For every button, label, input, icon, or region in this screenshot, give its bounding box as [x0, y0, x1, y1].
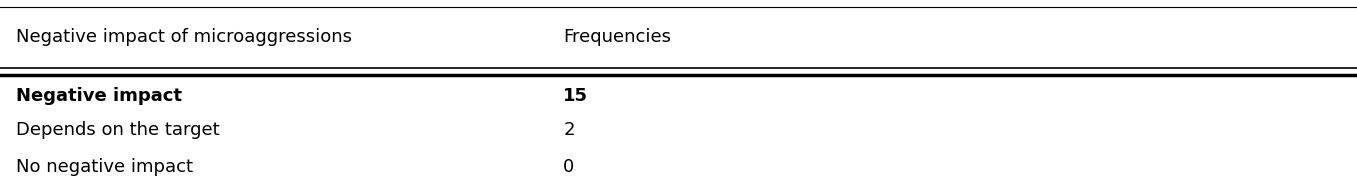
Text: Frequencies: Frequencies — [563, 28, 672, 46]
Text: No negative impact: No negative impact — [16, 157, 193, 176]
Text: 2: 2 — [563, 121, 574, 139]
Text: Depends on the target: Depends on the target — [16, 121, 220, 139]
Text: 15: 15 — [563, 87, 588, 105]
Text: 0: 0 — [563, 157, 574, 176]
Text: Negative impact: Negative impact — [16, 87, 182, 105]
Text: Negative impact of microaggressions: Negative impact of microaggressions — [16, 28, 353, 46]
